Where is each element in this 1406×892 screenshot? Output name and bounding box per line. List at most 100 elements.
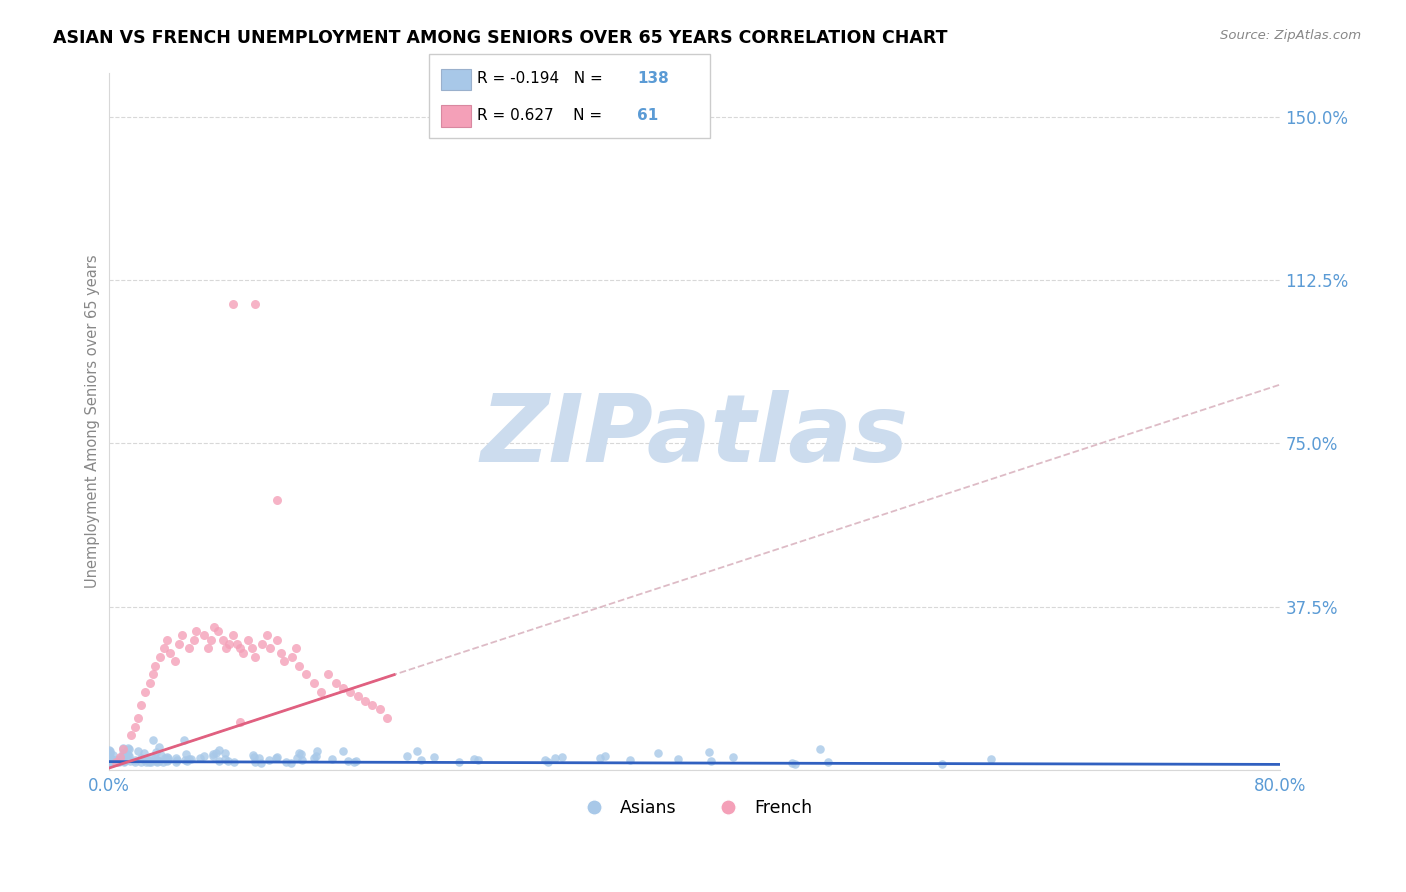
Point	[931, 757, 953, 772]
Point	[100, 753, 122, 767]
Point	[193, 628, 215, 642]
Point	[226, 637, 249, 651]
Point	[307, 744, 329, 758]
Point	[534, 753, 557, 767]
Point	[98, 755, 121, 769]
Point	[551, 750, 574, 764]
Point	[229, 641, 252, 656]
Point	[101, 747, 124, 762]
Point	[118, 754, 141, 768]
Point	[467, 753, 489, 767]
Text: 138: 138	[637, 71, 669, 86]
Point	[257, 753, 280, 767]
Point	[98, 743, 121, 757]
Point	[142, 667, 165, 681]
Point	[270, 646, 292, 660]
Point	[134, 685, 156, 699]
Text: R = 0.627    N =: R = 0.627 N =	[477, 108, 606, 122]
Point	[114, 750, 136, 764]
Point	[205, 747, 228, 761]
Point	[785, 756, 807, 771]
Point	[780, 756, 803, 770]
Point	[129, 755, 152, 769]
Point	[288, 746, 311, 760]
Point	[343, 755, 366, 769]
Point	[208, 743, 231, 757]
Point	[197, 641, 219, 656]
Point	[406, 744, 429, 758]
Point	[243, 297, 266, 311]
Point	[285, 751, 308, 765]
Point	[361, 698, 384, 712]
Point	[138, 756, 160, 770]
Point	[100, 752, 122, 766]
Point	[148, 754, 170, 768]
Point	[354, 693, 377, 707]
Point	[139, 750, 162, 764]
Point	[111, 746, 134, 760]
Point	[280, 650, 302, 665]
Point	[156, 749, 179, 764]
Point	[107, 753, 129, 767]
Point	[202, 619, 225, 633]
Point	[368, 702, 391, 716]
Point	[146, 755, 169, 769]
Point	[115, 747, 138, 761]
Point	[97, 755, 120, 769]
Point	[666, 752, 689, 766]
Point	[247, 751, 270, 765]
Point	[332, 681, 354, 695]
Point	[145, 754, 167, 768]
Point	[180, 751, 202, 765]
Point	[145, 658, 167, 673]
Point	[619, 753, 641, 767]
Point	[98, 755, 121, 769]
Point	[179, 641, 201, 656]
Point	[97, 754, 120, 768]
Point	[98, 755, 121, 769]
Point	[105, 753, 128, 767]
Point	[274, 755, 297, 769]
Point	[259, 641, 281, 656]
Point	[110, 750, 132, 764]
Point	[177, 752, 200, 766]
Point	[129, 698, 152, 712]
Point	[97, 743, 120, 757]
Point	[118, 741, 141, 756]
Point	[290, 754, 312, 768]
Point	[110, 750, 132, 764]
Point	[142, 732, 165, 747]
Point	[200, 632, 222, 647]
Point	[593, 749, 616, 764]
Point	[266, 632, 288, 647]
Point	[112, 754, 135, 768]
Point	[280, 756, 302, 770]
Point	[174, 754, 197, 768]
Point	[100, 752, 122, 766]
Point	[156, 754, 179, 768]
Point	[208, 754, 231, 768]
Point	[647, 746, 669, 760]
Point	[336, 754, 359, 768]
Point	[422, 749, 444, 764]
Point	[176, 755, 198, 769]
Point	[117, 747, 139, 762]
Point	[100, 755, 122, 769]
Point	[817, 755, 839, 769]
Point	[108, 755, 131, 769]
Point	[124, 753, 146, 767]
Point	[321, 752, 343, 766]
Point	[159, 646, 181, 660]
Point	[156, 753, 179, 767]
Point	[222, 755, 245, 769]
Point	[588, 751, 610, 765]
Point	[375, 711, 398, 725]
Point	[214, 751, 236, 765]
Point	[232, 646, 254, 660]
Point	[98, 751, 121, 765]
Point	[236, 632, 259, 647]
Point	[536, 756, 558, 770]
Point	[222, 297, 245, 311]
Point	[153, 641, 176, 656]
Point	[173, 732, 195, 747]
